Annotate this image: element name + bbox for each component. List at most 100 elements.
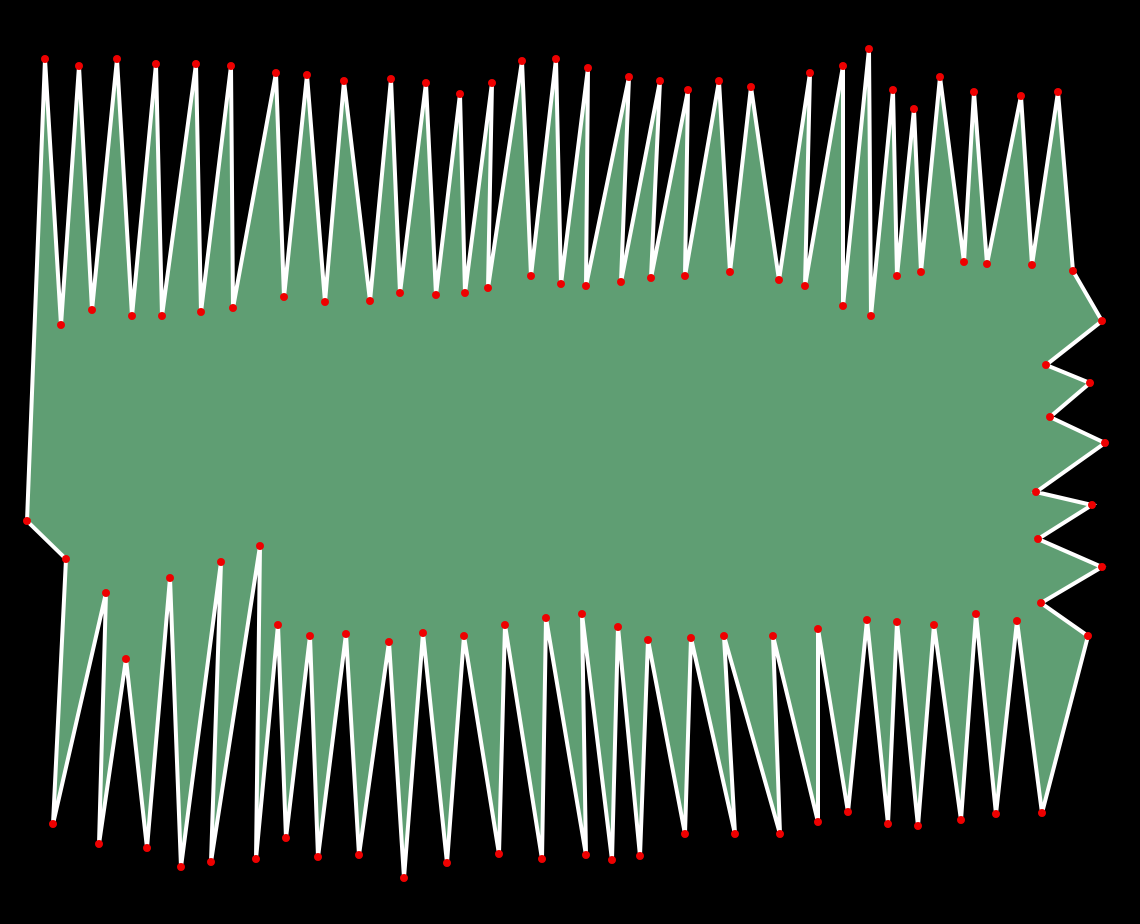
vertex-point-31 — [584, 64, 592, 72]
vertex-point-94 — [608, 856, 616, 864]
vertex-point-68 — [1034, 535, 1042, 543]
vertex-point-110 — [282, 834, 290, 842]
vertex-point-71 — [1084, 632, 1092, 640]
vertex-point-38 — [681, 272, 689, 280]
vertex-point-29 — [552, 55, 560, 63]
vertex-point-2 — [57, 321, 65, 329]
vertex-point-92 — [636, 852, 644, 860]
vertex-point-99 — [501, 621, 509, 629]
vertex-point-49 — [889, 86, 897, 94]
vertex-point-82 — [844, 808, 852, 816]
vertex-point-93 — [614, 623, 622, 631]
vertex-point-64 — [1046, 413, 1054, 421]
vertex-point-83 — [814, 625, 822, 633]
vertex-point-5 — [113, 55, 121, 63]
vertex-point-95 — [578, 610, 586, 618]
vertex-point-96 — [582, 851, 590, 859]
vertex-point-27 — [518, 57, 526, 65]
vertex-point-33 — [625, 73, 633, 81]
vertex-point-50 — [893, 272, 901, 280]
vertex-point-87 — [720, 632, 728, 640]
vertex-point-0 — [23, 517, 31, 525]
vertex-point-84 — [814, 818, 822, 826]
vertex-point-121 — [102, 589, 110, 597]
vertex-point-20 — [396, 289, 404, 297]
vertex-point-39 — [715, 77, 723, 85]
vertex-point-7 — [152, 60, 160, 68]
vertex-point-14 — [280, 293, 288, 301]
vertex-point-112 — [252, 855, 260, 863]
vertex-point-78 — [914, 822, 922, 830]
vertex-point-76 — [957, 816, 965, 824]
vertex-point-48 — [867, 312, 875, 320]
vertex-point-108 — [314, 853, 322, 861]
vertex-point-104 — [400, 874, 408, 882]
vertex-point-62 — [1042, 361, 1050, 369]
vertex-point-6 — [128, 312, 136, 320]
vertex-point-79 — [893, 618, 901, 626]
vertex-point-16 — [321, 298, 329, 306]
vertex-point-61 — [1098, 317, 1106, 325]
vertex-point-17 — [340, 77, 348, 85]
vertex-point-60 — [1069, 267, 1077, 275]
vertex-point-86 — [776, 830, 784, 838]
vertex-point-115 — [217, 558, 225, 566]
vertex-point-73 — [1013, 617, 1021, 625]
vertex-point-30 — [557, 280, 565, 288]
vertex-point-80 — [884, 820, 892, 828]
vertex-point-52 — [917, 268, 925, 276]
vertex-point-54 — [960, 258, 968, 266]
vertex-point-51 — [910, 105, 918, 113]
vertex-point-98 — [538, 855, 546, 863]
vertex-point-8 — [158, 312, 166, 320]
vertex-point-72 — [1038, 809, 1046, 817]
vertex-point-44 — [801, 282, 809, 290]
vertex-point-105 — [385, 638, 393, 646]
vertex-point-9 — [192, 60, 200, 68]
vertex-point-24 — [461, 289, 469, 297]
vertex-point-41 — [747, 83, 755, 91]
vertex-point-123 — [62, 555, 70, 563]
vertex-point-81 — [863, 616, 871, 624]
vertex-point-23 — [456, 90, 464, 98]
vertex-point-67 — [1088, 501, 1096, 509]
vertex-point-40 — [726, 268, 734, 276]
vertex-point-97 — [542, 614, 550, 622]
vertex-point-12 — [229, 304, 237, 312]
vertex-point-103 — [419, 629, 427, 637]
vertex-point-70 — [1037, 599, 1045, 607]
vertex-point-37 — [684, 86, 692, 94]
vertex-point-4 — [88, 306, 96, 314]
vertex-point-46 — [839, 302, 847, 310]
vertex-point-116 — [177, 863, 185, 871]
vertex-point-1 — [41, 55, 49, 63]
vertex-point-56 — [983, 260, 991, 268]
vertex-point-106 — [355, 851, 363, 859]
vertex-point-25 — [488, 79, 496, 87]
vertex-point-75 — [972, 610, 980, 618]
vertex-point-63 — [1086, 379, 1094, 387]
vertex-point-74 — [992, 810, 1000, 818]
vertex-point-53 — [936, 73, 944, 81]
vertex-point-43 — [806, 69, 814, 77]
vertex-point-77 — [930, 621, 938, 629]
vertex-point-122 — [49, 820, 57, 828]
vertex-point-34 — [617, 278, 625, 286]
vertex-point-22 — [432, 291, 440, 299]
vertex-point-85 — [769, 632, 777, 640]
vertex-point-117 — [166, 574, 174, 582]
vertex-point-11 — [227, 62, 235, 70]
vertex-markers — [23, 45, 1109, 882]
vertex-point-47 — [865, 45, 873, 53]
vertex-point-113 — [256, 542, 264, 550]
vertex-point-42 — [775, 276, 783, 284]
vertex-point-111 — [274, 621, 282, 629]
vertex-point-18 — [366, 297, 374, 305]
vertex-point-26 — [484, 284, 492, 292]
vertex-point-69 — [1098, 563, 1106, 571]
vertex-point-28 — [527, 272, 535, 280]
vertex-point-90 — [681, 830, 689, 838]
vertex-point-57 — [1017, 92, 1025, 100]
vertex-point-59 — [1054, 88, 1062, 96]
